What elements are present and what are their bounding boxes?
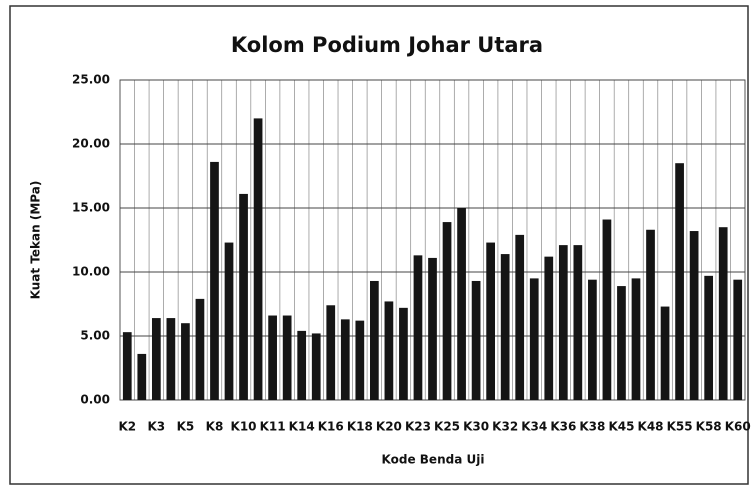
bar <box>428 257 437 400</box>
bar <box>544 256 554 400</box>
x-tick-label: K48 <box>638 420 664 434</box>
chart-title: Kolom Podium Johar Utara <box>231 33 543 57</box>
x-tick-label: K11 <box>260 420 286 434</box>
bar <box>602 219 612 400</box>
bar <box>181 323 190 400</box>
bar <box>370 280 379 400</box>
bar <box>733 279 743 400</box>
bar <box>166 318 176 400</box>
bar <box>122 332 132 400</box>
bar <box>224 242 234 400</box>
x-tick-label: K36 <box>550 420 576 434</box>
bar <box>515 234 525 400</box>
bar <box>529 278 539 400</box>
bar <box>689 231 699 400</box>
bar <box>253 118 263 401</box>
bar <box>675 163 684 400</box>
bar <box>151 318 161 400</box>
bar <box>631 278 641 400</box>
bar <box>704 275 714 400</box>
x-tick-label: K8 <box>206 420 224 434</box>
bar <box>660 306 670 400</box>
bar <box>573 245 583 400</box>
bar <box>340 319 350 400</box>
y-tick-label: 5.00 <box>80 329 110 343</box>
x-tick-label: K55 <box>667 420 693 434</box>
x-tick-label: K32 <box>492 420 518 434</box>
x-tick-label: K16 <box>318 420 344 434</box>
bar <box>311 333 321 400</box>
bar <box>413 255 423 400</box>
x-tick-label: K14 <box>289 420 315 434</box>
bar <box>268 315 277 400</box>
bar <box>500 254 510 400</box>
x-tick-label: K23 <box>405 420 431 434</box>
bar <box>588 279 597 400</box>
bar <box>137 353 147 400</box>
bar <box>355 320 365 400</box>
x-tick-label: K20 <box>376 420 402 434</box>
y-tick-label: 15.00 <box>72 201 110 215</box>
bar <box>457 208 466 400</box>
y-axis-label: Kuat Tekan (MPa) <box>29 181 43 300</box>
bar <box>282 315 292 400</box>
bar <box>718 227 728 400</box>
bar <box>646 229 655 400</box>
bar <box>471 280 481 400</box>
x-tick-label: K34 <box>521 420 547 434</box>
x-tick-label: K2 <box>118 420 136 434</box>
bar <box>239 193 248 400</box>
x-tick-label: K45 <box>608 420 634 434</box>
bar <box>326 305 336 400</box>
bar <box>442 222 452 400</box>
x-tick-label: K3 <box>148 420 166 434</box>
bar <box>486 242 495 400</box>
x-tick-label: K60 <box>725 420 751 434</box>
bar <box>617 286 626 400</box>
x-tick-label: K30 <box>463 420 489 434</box>
bar <box>195 298 205 400</box>
x-tick-label: K38 <box>579 420 605 434</box>
bar <box>558 245 568 400</box>
y-tick-label: 0.00 <box>80 393 110 407</box>
chart-border <box>9 5 749 485</box>
bar <box>384 301 394 400</box>
x-tick-label: K18 <box>347 420 373 434</box>
bar <box>210 161 219 400</box>
y-tick-label: 10.00 <box>72 265 110 279</box>
x-tick-label: K58 <box>696 420 722 434</box>
bar <box>297 330 307 400</box>
x-tick-label: K5 <box>177 420 195 434</box>
y-tick-label: 25.00 <box>72 73 110 87</box>
x-tick-label: K25 <box>434 420 460 434</box>
bar <box>399 307 408 400</box>
x-tick-label: K10 <box>231 420 257 434</box>
y-tick-label: 20.00 <box>72 137 110 151</box>
x-axis-label: Kode Benda Uji <box>382 453 485 467</box>
